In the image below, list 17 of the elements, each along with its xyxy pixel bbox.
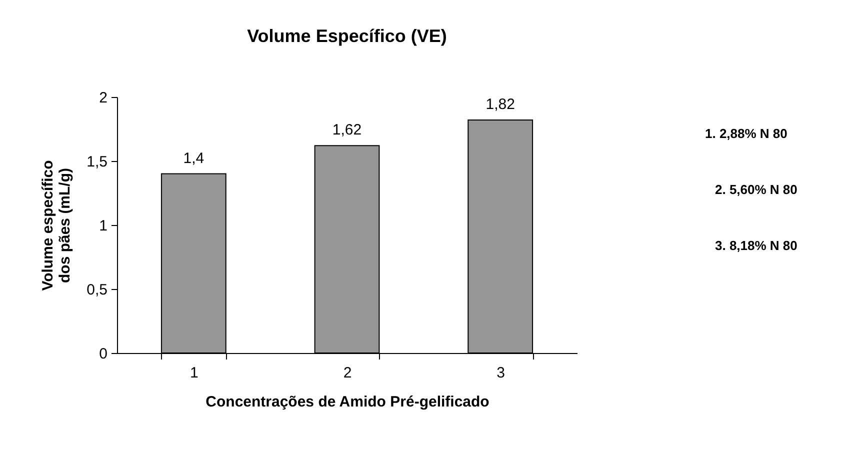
text: 3. 8,18% N 80 [715,238,798,253]
x-axis-title: Concentrações de Amido Pré-gelificado [206,394,490,410]
chart-title: Volume Específico (VE) [247,26,447,46]
data-label: 1,62 [332,122,362,139]
y-tick-label: 1 [99,218,108,234]
y-tick-label: 0 [99,346,108,362]
data-label: 1,82 [486,96,515,114]
text: 1. 2,88% N 80 [705,126,788,141]
x-tick-label: 3 [496,364,506,382]
text: 2. 5,60% N 80 [715,182,798,197]
y-tick-label: 1,5 [86,154,108,170]
x-tick-label: 2 [343,364,352,382]
y-tick-label: 2 [99,90,108,106]
y-tick-label: 0,5 [86,282,108,298]
y-axis-title: Volume específico dos pães (mL/g) [40,160,74,291]
data-label: 1,4 [183,150,204,167]
x-tick-label: 1 [190,364,198,382]
